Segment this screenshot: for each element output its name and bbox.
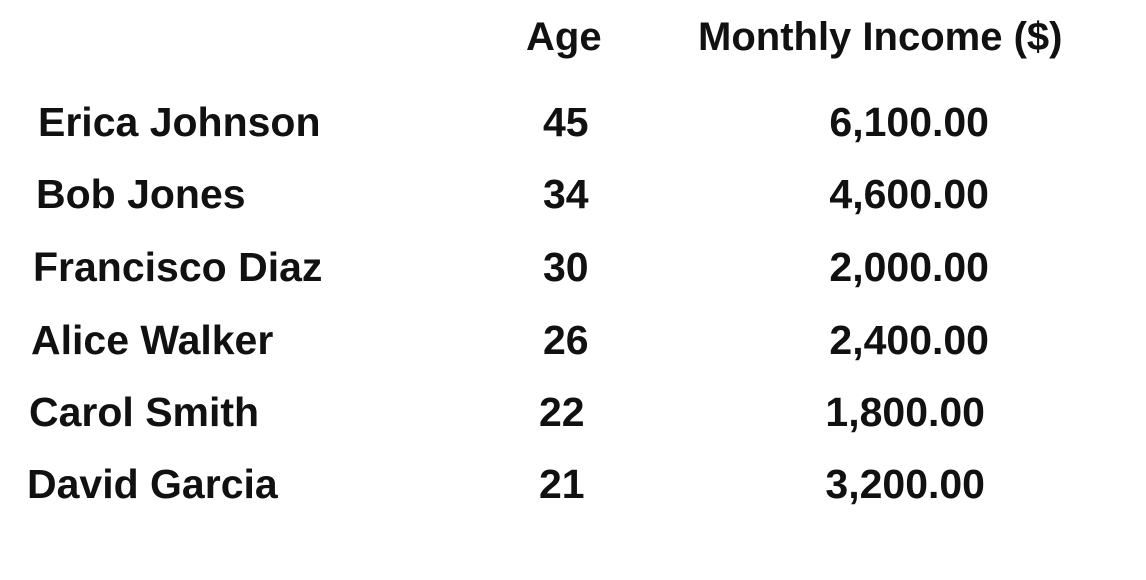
row-name: Francisco Diaz bbox=[33, 244, 323, 290]
row-income: 2,400.00 bbox=[829, 317, 989, 363]
table-row: Bob Jones 34 4,600.00 bbox=[0, 166, 1146, 222]
row-age: 45 bbox=[543, 99, 589, 145]
row-age: 21 bbox=[539, 461, 585, 507]
row-name: Bob Jones bbox=[36, 171, 246, 217]
table-row: Carol Smith 22 1,800.00 bbox=[0, 384, 1146, 440]
table-row: Alice Walker 26 2,400.00 bbox=[0, 312, 1146, 368]
table-header-row: Age Monthly Income ($) bbox=[0, 10, 1146, 64]
row-age: 22 bbox=[539, 389, 585, 435]
row-name: Alice Walker bbox=[31, 317, 274, 363]
row-income: 3,200.00 bbox=[825, 461, 985, 507]
table-row: Erica Johnson 45 6,100.00 bbox=[0, 94, 1146, 150]
row-age: 34 bbox=[543, 171, 589, 217]
row-income: 2,000.00 bbox=[829, 244, 989, 290]
header-age: Age bbox=[526, 15, 602, 59]
row-name: Carol Smith bbox=[29, 389, 260, 435]
row-age: 26 bbox=[543, 317, 589, 363]
row-name: Erica Johnson bbox=[38, 99, 321, 145]
row-income: 6,100.00 bbox=[829, 99, 989, 145]
row-name: David Garcia bbox=[27, 461, 278, 507]
row-age: 30 bbox=[543, 244, 589, 290]
table-row: David Garcia 21 3,200.00 bbox=[0, 456, 1146, 512]
row-income: 1,800.00 bbox=[825, 389, 985, 435]
row-income: 4,600.00 bbox=[829, 171, 989, 217]
table-row: Francisco Diaz 30 2,000.00 bbox=[0, 239, 1146, 295]
header-monthly-income: Monthly Income ($) bbox=[698, 15, 1063, 59]
